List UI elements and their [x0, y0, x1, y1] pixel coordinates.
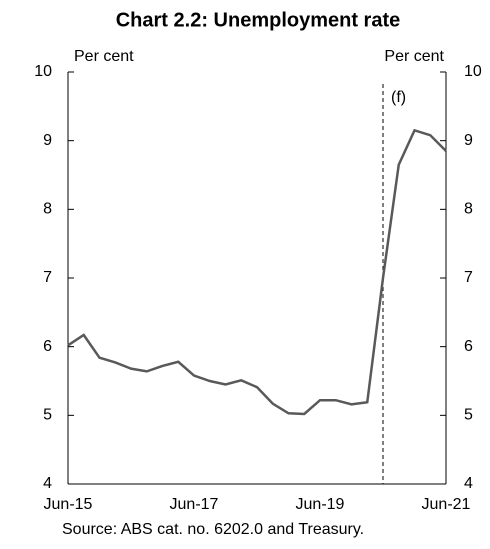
- line-series: [67, 128, 447, 416]
- x-tick-label: Jun-19: [296, 496, 345, 513]
- y2-axis-label: Per cent: [384, 48, 444, 65]
- y2-tick-label: 6: [464, 338, 473, 355]
- y-tick-label: 5: [43, 407, 52, 424]
- y-tick-label: 10: [34, 63, 52, 80]
- y2-tick-label: 7: [464, 269, 473, 286]
- chart-title: Chart 2.2: Unemployment rate: [116, 9, 401, 31]
- y2-tick-label: 8: [464, 201, 473, 218]
- y2-tick-label: 10: [464, 63, 482, 80]
- x-tick-label: Jun-15: [44, 496, 93, 513]
- x-tick-label: Jun-21: [422, 496, 471, 513]
- y2-tick-label: 5: [464, 407, 473, 424]
- y-tick-label: 7: [43, 269, 52, 286]
- y-tick-label: 8: [43, 201, 52, 218]
- y-tick-label: 4: [43, 475, 52, 492]
- y-tick-label: 9: [43, 132, 52, 149]
- annotation: (f): [391, 89, 406, 106]
- y2-tick-label: 4: [464, 475, 473, 492]
- source-note: Source: ABS cat. no. 6202.0 and Treasury…: [62, 521, 364, 538]
- y-tick-label: 6: [43, 338, 52, 355]
- y-axis-label: Per cent: [74, 48, 134, 65]
- y2-tick-label: 9: [464, 132, 473, 149]
- x-tick-label: Jun-17: [170, 496, 219, 513]
